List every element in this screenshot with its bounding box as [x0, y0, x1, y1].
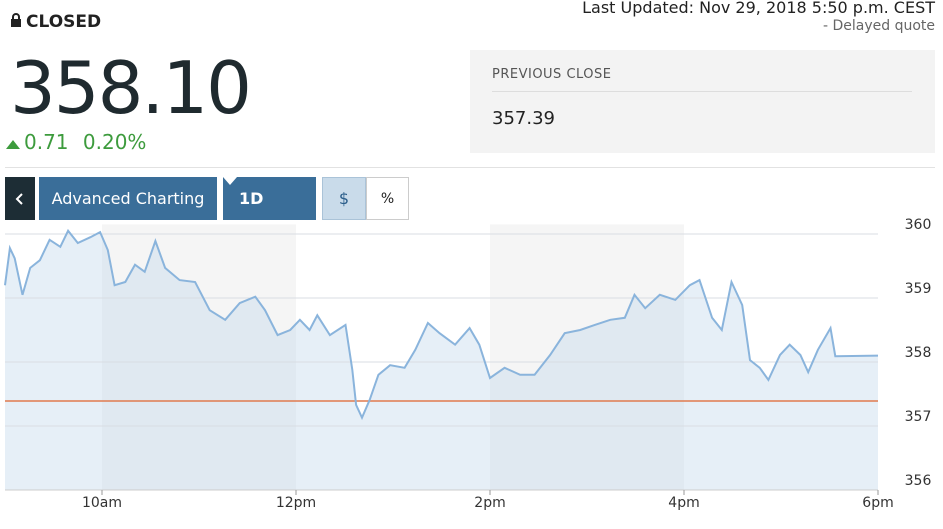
previous-close-value: 357.39 — [492, 108, 555, 129]
price-line — [4, 228, 879, 421]
up-arrow — [6, 140, 20, 149]
divider — [492, 91, 912, 92]
x-tick-label: 6pm — [862, 495, 893, 511]
percent-toggle[interactable]: % — [366, 177, 409, 220]
separator — [5, 167, 935, 168]
previous-close-box: PREVIOUS CLOSE 357.39 — [470, 50, 935, 153]
delayed-note: - Delayed quote — [822, 18, 935, 34]
status-text: CLOSED — [26, 12, 102, 32]
y-tick-label: 358 — [905, 345, 932, 361]
y-tick-label: 360 — [905, 217, 932, 233]
x-tick-label: 4pm — [668, 495, 699, 511]
dollar-toggle[interactable]: $ — [322, 177, 366, 220]
time-band — [490, 224, 684, 490]
area — [5, 230, 878, 491]
time-band — [102, 224, 296, 490]
dropdown-arrow — [223, 177, 237, 185]
y-tick-label: 357 — [905, 409, 932, 425]
change-percent: 0.20% — [82, 130, 147, 154]
y-tick-label: 359 — [905, 281, 932, 297]
lock-icon — [11, 13, 21, 27]
change-value: 0.71 — [24, 130, 69, 154]
change: 0.71 0.20% — [6, 130, 146, 154]
last-updated: Last Updated: Nov 29, 2018 5:50 p.m. CES… — [582, 0, 935, 17]
back-button[interactable] — [5, 177, 35, 220]
status: CLOSED — [10, 12, 101, 32]
previous-close-label: PREVIOUS CLOSE — [492, 67, 612, 82]
price: 358.10 — [10, 46, 252, 130]
x-tick-label: 2pm — [474, 495, 505, 511]
advanced-charting-button[interactable]: Advanced Charting — [39, 177, 217, 220]
y-tick-label: 356 — [905, 473, 932, 489]
range-text: 1D — [239, 189, 264, 208]
range-dropdown[interactable]: 1D — [223, 177, 316, 220]
x-tick-label: 12pm — [276, 495, 316, 511]
x-tick-label: 10am — [82, 495, 122, 511]
chevron — [15, 192, 23, 205]
